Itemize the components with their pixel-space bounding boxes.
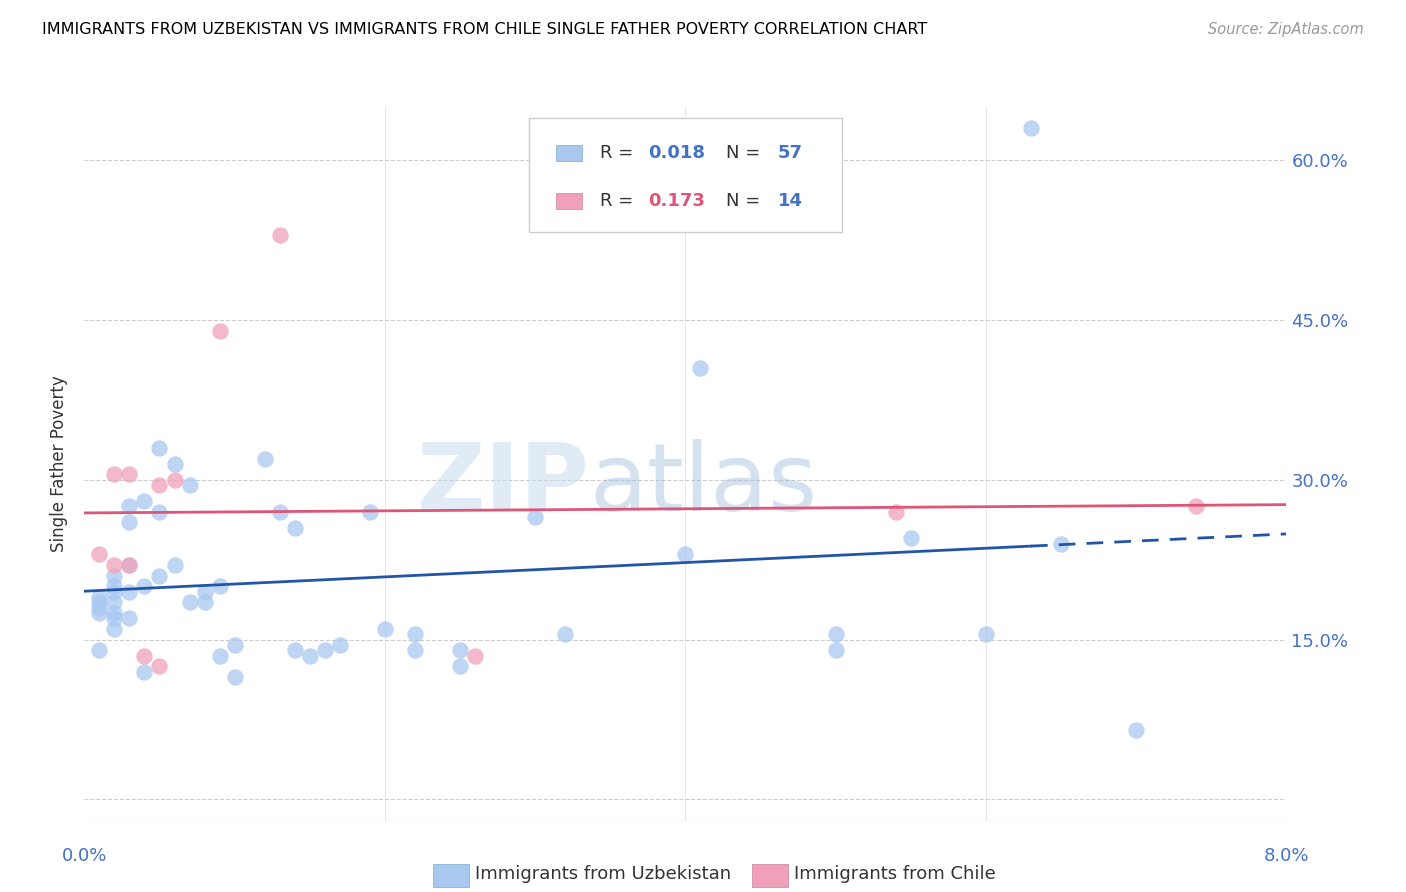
Point	[103, 558, 125, 572]
Point	[675, 547, 697, 561]
Text: ZIP: ZIP	[416, 439, 589, 532]
Point	[974, 627, 997, 641]
Point	[269, 227, 291, 242]
Point	[1125, 723, 1147, 738]
Point	[103, 584, 125, 599]
Point	[163, 558, 186, 572]
Text: R =: R =	[600, 144, 640, 161]
Point	[134, 579, 156, 593]
Point	[1050, 537, 1073, 551]
Point	[89, 547, 111, 561]
Point	[148, 441, 170, 455]
Point	[329, 638, 352, 652]
Point	[208, 648, 231, 663]
FancyBboxPatch shape	[555, 193, 582, 209]
Point	[1019, 121, 1042, 136]
Point	[148, 505, 170, 519]
FancyBboxPatch shape	[555, 145, 582, 161]
Y-axis label: Single Father Poverty: Single Father Poverty	[51, 376, 69, 552]
Point	[298, 648, 321, 663]
Point	[118, 584, 141, 599]
Point	[103, 622, 125, 636]
Point	[134, 494, 156, 508]
Point	[103, 467, 125, 482]
Point	[118, 558, 141, 572]
Point	[89, 590, 111, 604]
Point	[404, 643, 426, 657]
Point	[118, 516, 141, 530]
Point	[253, 451, 276, 466]
Text: 14: 14	[778, 192, 803, 210]
Point	[224, 638, 246, 652]
Text: Immigrants from Uzbekistan: Immigrants from Uzbekistan	[475, 865, 731, 883]
Point	[284, 521, 307, 535]
Text: 0.173: 0.173	[648, 192, 704, 210]
Text: 57: 57	[778, 144, 803, 161]
Point	[89, 600, 111, 615]
Point	[179, 595, 201, 609]
Text: 8.0%: 8.0%	[1264, 847, 1309, 865]
Point	[148, 659, 170, 673]
Point	[103, 568, 125, 582]
Text: atlas: atlas	[589, 439, 817, 532]
Point	[89, 643, 111, 657]
Point	[118, 558, 141, 572]
Point	[103, 595, 125, 609]
Point	[884, 505, 907, 519]
Point	[554, 627, 576, 641]
Point	[118, 500, 141, 514]
Point	[208, 324, 231, 338]
Text: Immigrants from Chile: Immigrants from Chile	[793, 865, 995, 883]
Text: N =: N =	[727, 144, 766, 161]
Point	[374, 622, 396, 636]
FancyBboxPatch shape	[752, 864, 787, 887]
Point	[464, 648, 486, 663]
Point	[404, 627, 426, 641]
Point	[118, 467, 141, 482]
Point	[689, 361, 711, 376]
Point	[163, 457, 186, 471]
Text: 0.0%: 0.0%	[62, 847, 107, 865]
Text: IMMIGRANTS FROM UZBEKISTAN VS IMMIGRANTS FROM CHILE SINGLE FATHER POVERTY CORREL: IMMIGRANTS FROM UZBEKISTAN VS IMMIGRANTS…	[42, 22, 928, 37]
Point	[103, 606, 125, 620]
Point	[269, 505, 291, 519]
Point	[449, 659, 471, 673]
Point	[359, 505, 381, 519]
Point	[824, 643, 846, 657]
Point	[900, 532, 922, 546]
Point	[524, 510, 547, 524]
Text: 0.018: 0.018	[648, 144, 706, 161]
Point	[163, 473, 186, 487]
Point	[89, 595, 111, 609]
Point	[224, 670, 246, 684]
Text: N =: N =	[727, 192, 766, 210]
Point	[208, 579, 231, 593]
Point	[449, 643, 471, 657]
Point	[103, 611, 125, 625]
Point	[179, 478, 201, 492]
Point	[134, 665, 156, 679]
Point	[284, 643, 307, 657]
Point	[1185, 500, 1208, 514]
Point	[314, 643, 336, 657]
FancyBboxPatch shape	[433, 864, 470, 887]
Point	[103, 579, 125, 593]
Point	[148, 478, 170, 492]
Text: Source: ZipAtlas.com: Source: ZipAtlas.com	[1208, 22, 1364, 37]
Point	[118, 611, 141, 625]
Point	[89, 606, 111, 620]
Text: R =: R =	[600, 192, 640, 210]
Point	[134, 648, 156, 663]
Point	[194, 584, 217, 599]
Point	[148, 568, 170, 582]
Point	[824, 627, 846, 641]
FancyBboxPatch shape	[529, 118, 842, 232]
Point	[194, 595, 217, 609]
